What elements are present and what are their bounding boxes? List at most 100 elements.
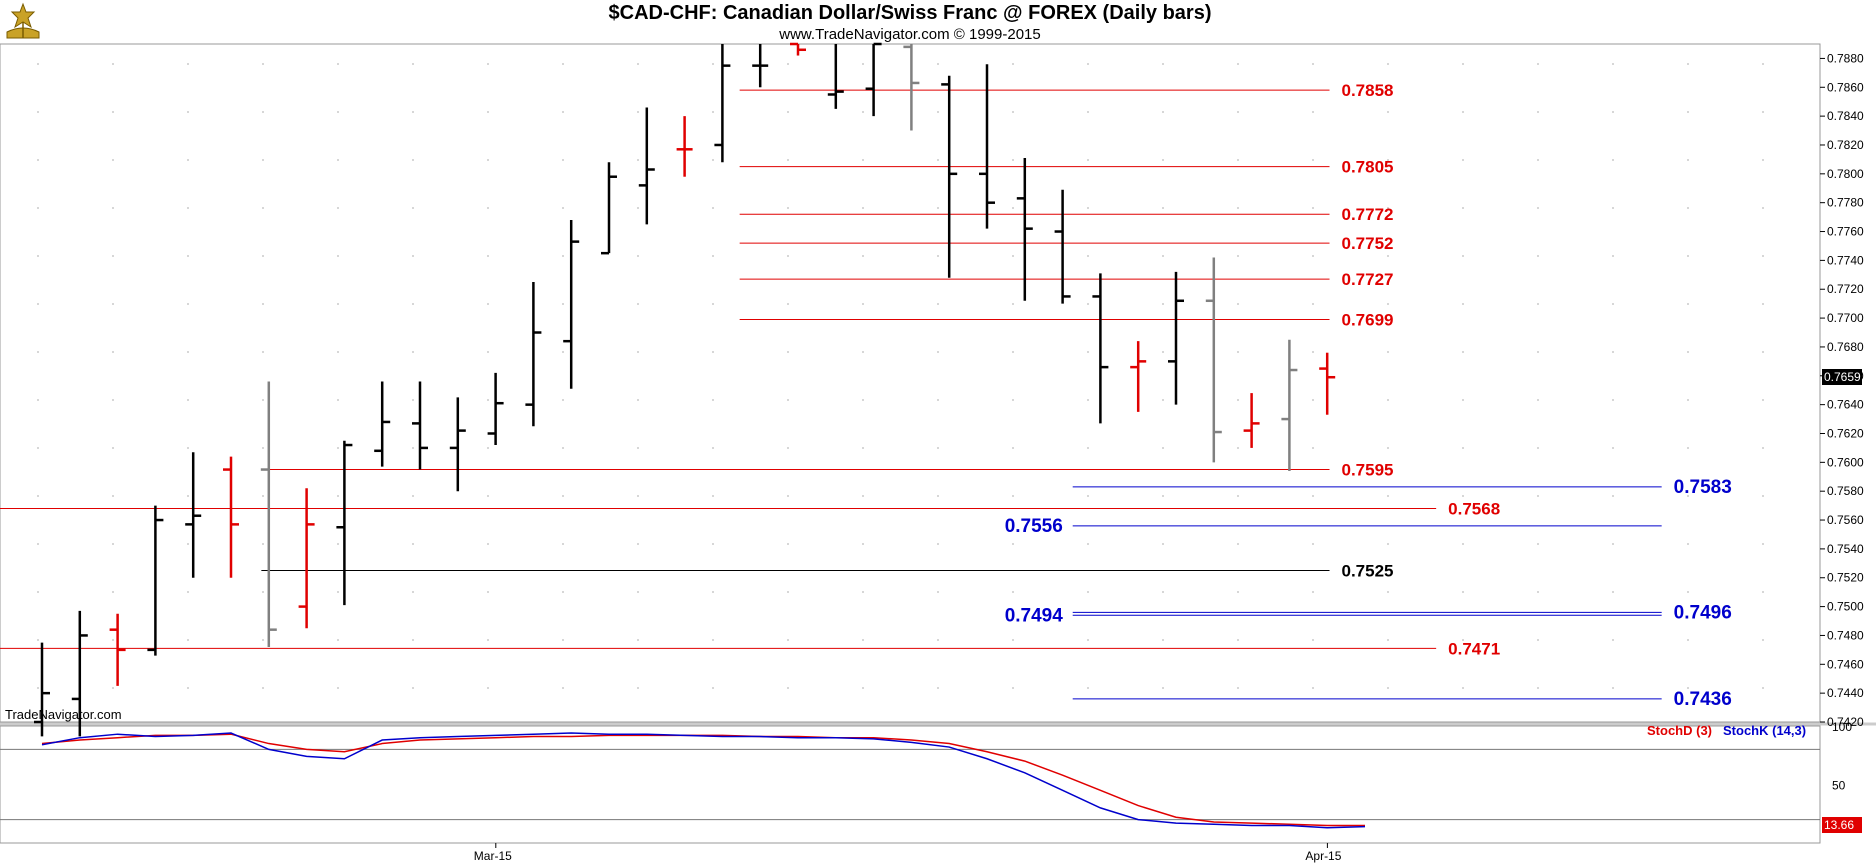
grid-dot [1087,303,1089,305]
grid-dot [1312,687,1314,689]
y-tick-label: 0.7720 [1827,282,1864,296]
grid-dot [1312,159,1314,161]
grid-dot [187,543,189,545]
stoch-tick-label: 100 [1832,720,1852,734]
grid-dot [1312,303,1314,305]
grid-dot [112,447,114,449]
grid-dot [1537,495,1539,497]
grid-dot [1762,639,1764,641]
grid-dot [562,351,564,353]
grid-dot [187,111,189,113]
grid-dot [337,639,339,641]
grid-dot [337,495,339,497]
grid-dot [1687,303,1689,305]
level-label: 0.7436 [1674,689,1732,710]
grid-dot [1162,63,1164,65]
grid-dot [787,303,789,305]
grid-dot [1537,591,1539,593]
y-tick-label: 0.7760 [1827,225,1864,239]
grid-dot [937,399,939,401]
grid-dot [1087,543,1089,545]
grid-dot [1237,495,1239,497]
grid-dot [1162,351,1164,353]
grid-dot [1312,495,1314,497]
grid-dot [1762,399,1764,401]
grid-dot [562,63,564,65]
level-label: 0.7568 [1448,500,1500,519]
grid-dot [1162,207,1164,209]
last-stoch-label: 13.66 [1822,817,1862,833]
grid-dot [1462,687,1464,689]
grid-dot [1012,351,1014,353]
grid-dot [1612,687,1614,689]
grid-dot [1537,111,1539,113]
grid-dot [487,639,489,641]
x-tick-label: Apr-15 [1305,849,1341,863]
level-label: 0.7727 [1342,270,1394,289]
grid-dot [862,207,864,209]
grid-dot [1387,63,1389,65]
grid-dot [487,399,489,401]
grid-dot [712,687,714,689]
level-label: 0.7858 [1342,81,1394,100]
grid-dot [937,207,939,209]
grid-dot [1312,399,1314,401]
grid-dot [712,207,714,209]
grid-dot [337,63,339,65]
grid-dot [1237,111,1239,113]
grid-dot [937,255,939,257]
grid-dot [1537,255,1539,257]
grid-dot [1687,351,1689,353]
grid-dot [787,447,789,449]
grid-dot [1087,447,1089,449]
grid-dot [712,63,714,65]
grid-dot [412,591,414,593]
grid-dot [1237,207,1239,209]
y-tick-label: 0.7860 [1827,80,1864,94]
grid-dot [562,447,564,449]
grid-dot [37,159,39,161]
grid-dot [262,447,264,449]
grid-dot [1387,207,1389,209]
grid-dot [262,159,264,161]
grid-dot [562,255,564,257]
grid-dot [937,495,939,497]
grid-dot [787,687,789,689]
y-tick-label: 0.7560 [1827,513,1864,527]
grid-dot [1087,495,1089,497]
y-tick-label: 0.7500 [1827,600,1864,614]
grid-dot [487,159,489,161]
grid-dot [1462,303,1464,305]
grid-dot [862,399,864,401]
grid-dot [787,63,789,65]
grid-dot [487,303,489,305]
grid-dot [1162,303,1164,305]
grid-dot [1312,447,1314,449]
grid-dot [1087,351,1089,353]
grid-dot [787,591,789,593]
grid-dot [1687,111,1689,113]
grid-dot [37,303,39,305]
grid-dot [1537,687,1539,689]
grid-dot [937,111,939,113]
grid-dot [712,543,714,545]
grid-dot [1687,399,1689,401]
grid-dot [1687,63,1689,65]
grid-dot [487,447,489,449]
grid-dot [1087,207,1089,209]
grid-dot [712,303,714,305]
y-tick-label: 0.7640 [1827,398,1864,412]
grid-dot [487,255,489,257]
grid-dot [487,687,489,689]
y-tick-label: 0.7520 [1827,571,1864,585]
grid-dot [187,399,189,401]
grid-dot [262,543,264,545]
grid-dot [1087,255,1089,257]
grid-dot [562,495,564,497]
grid-dot [862,351,864,353]
watermark: TradeNavigator.com [5,707,122,722]
grid-dot [1312,639,1314,641]
grid-dot [1162,639,1164,641]
grid-dot [937,159,939,161]
grid-dot [337,591,339,593]
